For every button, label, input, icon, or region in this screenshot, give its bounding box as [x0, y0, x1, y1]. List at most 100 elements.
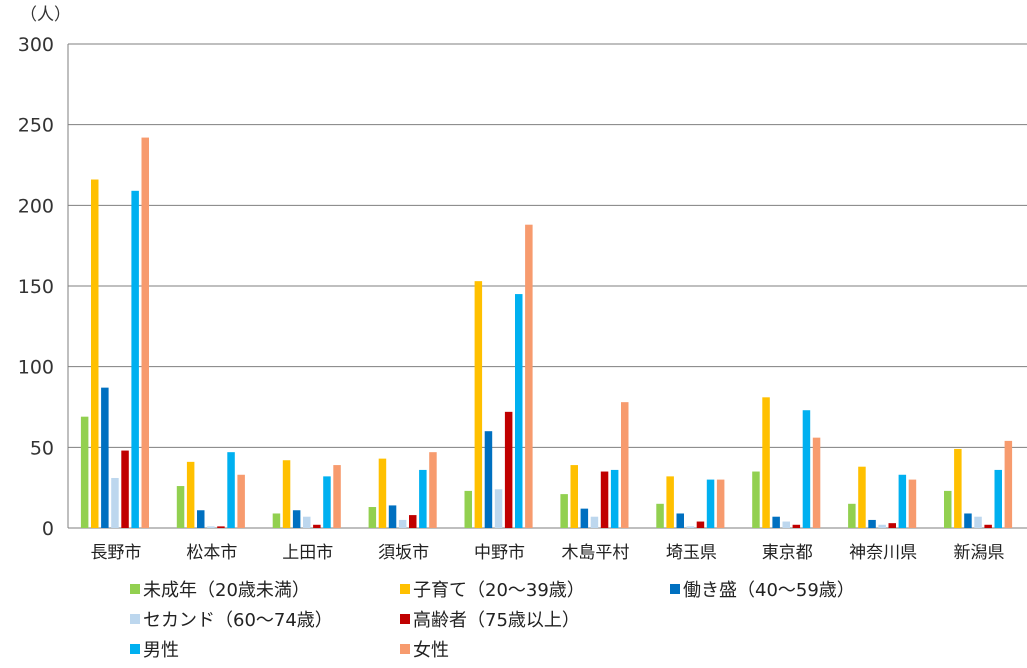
bar	[706, 479, 715, 528]
bar	[121, 450, 129, 528]
bar	[696, 521, 705, 528]
bar	[131, 190, 139, 528]
grid-layer	[68, 43, 1027, 529]
bar	[368, 507, 377, 528]
bar	[388, 505, 397, 528]
bar	[944, 490, 952, 528]
legend-swatch	[400, 644, 410, 654]
bar	[333, 465, 341, 528]
bar	[908, 479, 917, 528]
bar	[80, 416, 89, 528]
bar	[323, 476, 331, 528]
bar	[272, 513, 281, 528]
bar	[812, 437, 821, 528]
bar	[101, 387, 109, 528]
legend-label: 子育て（20〜39歳）	[413, 580, 585, 601]
bar	[600, 471, 609, 528]
bar	[474, 281, 483, 528]
x-tick-label: 東京都	[762, 543, 813, 563]
x-tick-label: 埼玉県	[666, 543, 717, 563]
bar	[848, 503, 856, 528]
legend-swatch	[670, 584, 680, 594]
bar	[802, 410, 811, 528]
bar	[207, 526, 215, 528]
bar	[974, 516, 982, 528]
x-tick-label: 神奈川県	[849, 543, 917, 563]
y-tick-label: 150	[18, 276, 54, 298]
legend: 未成年（20歳未満） 子育て（20〜39歳） 働き盛（40〜59歳） セカンド（60〜…	[130, 580, 855, 661]
bar	[282, 460, 291, 528]
bar	[176, 486, 185, 528]
legend-label: 女性	[413, 640, 449, 661]
y-tick-label: 200	[18, 195, 54, 217]
bar	[888, 523, 896, 528]
legend-label: 働き盛（40〜59歳）	[683, 580, 855, 601]
bar	[419, 469, 427, 528]
bar	[868, 519, 876, 528]
legend-label: 未成年（20歳未満）	[143, 580, 310, 601]
bar	[292, 510, 301, 528]
bar	[484, 431, 493, 528]
bar	[792, 524, 801, 528]
legend-label: 男性	[143, 640, 179, 661]
bar	[378, 458, 387, 528]
y-tick-label: 100	[18, 357, 54, 379]
bar	[313, 524, 321, 528]
bar	[217, 526, 225, 528]
y-axis-unit: （人）	[20, 5, 71, 25]
bar	[762, 397, 770, 528]
bar	[398, 519, 407, 528]
bar	[141, 137, 149, 528]
bar	[752, 471, 760, 528]
x-tick-label: 中野市	[474, 543, 525, 563]
x-tick-label: 上田市	[282, 543, 333, 563]
y-tick-label: 300	[18, 34, 54, 56]
legend-label: 高齢者（75歳以上）	[413, 610, 580, 631]
bars-layer	[80, 137, 1013, 528]
bar	[464, 490, 472, 528]
x-tick-label: 長野市	[90, 543, 141, 563]
bar	[197, 510, 205, 528]
bar	[610, 469, 619, 528]
bar	[878, 524, 886, 528]
bar	[716, 479, 725, 528]
legend-swatch	[130, 614, 140, 624]
bar	[91, 179, 99, 528]
bar	[954, 448, 962, 528]
legend-swatch	[130, 644, 140, 654]
x-tick-label: 木島平村	[561, 543, 629, 563]
bar	[1004, 440, 1013, 528]
bar	[984, 524, 992, 528]
bar	[994, 469, 1002, 528]
bar	[898, 474, 907, 528]
bar	[570, 465, 578, 528]
x-tick-label: 新潟県	[954, 543, 1005, 563]
bar	[409, 515, 417, 528]
bar	[525, 224, 533, 528]
bar	[772, 516, 780, 528]
bar	[964, 513, 972, 528]
legend-swatch	[400, 584, 410, 594]
bar	[186, 461, 195, 528]
y-tick-label: 0	[42, 518, 54, 540]
bar	[590, 516, 599, 528]
bar	[782, 521, 790, 528]
y-tick-label: 250	[18, 115, 54, 137]
bar	[580, 508, 589, 528]
x-tick-label: 須坂市	[378, 543, 429, 563]
legend-swatch	[400, 614, 410, 624]
bar	[515, 294, 523, 528]
bar	[227, 452, 235, 528]
axis-layer: （人） 0 50 100 150 200 250 300 長野市 松本市 上田市 須坂市 中野市 木島平村…	[18, 5, 1005, 563]
bar	[504, 411, 513, 528]
bar	[686, 526, 695, 528]
bar	[621, 402, 629, 528]
bar	[303, 516, 311, 528]
bar	[676, 513, 684, 528]
bar	[429, 452, 437, 528]
legend-label: セカンド（60〜74歳）	[143, 610, 333, 631]
bar	[656, 503, 664, 528]
y-tick-label: 50	[30, 437, 54, 459]
bar	[494, 489, 503, 528]
